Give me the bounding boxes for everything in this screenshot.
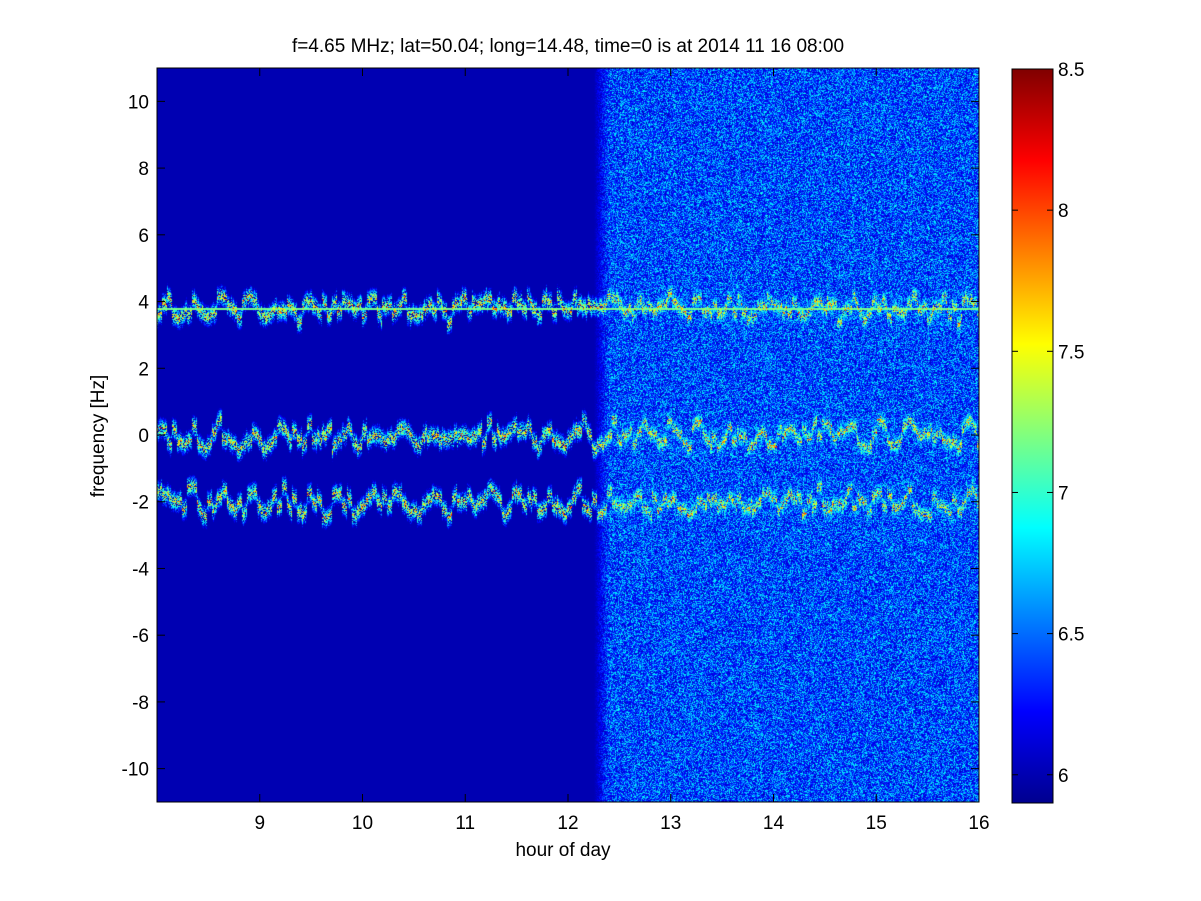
y-tick-label: 8 (138, 159, 149, 180)
y-tick-label: 4 (138, 293, 149, 314)
y-tick-label: 0 (138, 426, 149, 447)
y-tick-label: -2 (132, 493, 149, 514)
y-tick-label: 10 (128, 92, 149, 113)
y-axis: -10 -8 -6 -4 -2 0 2 4 6 8 10 (122, 92, 979, 781)
colorbar-tick-label: 8.5 (1058, 60, 1084, 81)
x-tick-label: 15 (866, 813, 887, 834)
x-axis: 9 10 11 12 13 14 15 16 (254, 68, 990, 834)
colorbar-tick-label: 7 (1058, 483, 1069, 504)
colorbar-tick-label: 6 (1058, 766, 1069, 787)
x-tick-label: 16 (968, 813, 989, 834)
y-tick-label: 6 (138, 226, 149, 247)
y-tick-label: -4 (132, 559, 149, 580)
y-tick-label: 2 (138, 359, 149, 380)
colorbar-tick-label: 8 (1058, 201, 1069, 222)
colorbar-gradient (1011, 68, 1054, 804)
colorbar-ticks: 6 6.5 7 7.5 8 8.5 (1012, 60, 1084, 787)
x-tick-label: 10 (352, 813, 373, 834)
plot-area (156, 67, 980, 803)
y-tick-label: -6 (132, 626, 149, 647)
x-tick-label: 14 (763, 813, 785, 834)
x-tick-label: 9 (254, 813, 265, 834)
x-axis-label: hour of day (515, 840, 611, 861)
colorbar-tick-label: 6.5 (1058, 625, 1084, 646)
heatmap-cells (157, 68, 979, 802)
x-tick-label: 13 (660, 813, 681, 834)
y-tick-label: -10 (122, 760, 149, 781)
x-tick-label: 12 (557, 813, 578, 834)
colorbar-tick-label: 7.5 (1058, 342, 1084, 363)
y-tick-label: -8 (132, 693, 149, 714)
chart-title: f=4.65 MHz; lat=50.04; long=14.48, time=… (292, 36, 844, 57)
x-tick-label: 11 (455, 813, 475, 834)
y-axis-label: frequency [Hz] (88, 375, 109, 498)
colorbar: 6 6.5 7 7.5 8 8.5 (1011, 60, 1084, 804)
